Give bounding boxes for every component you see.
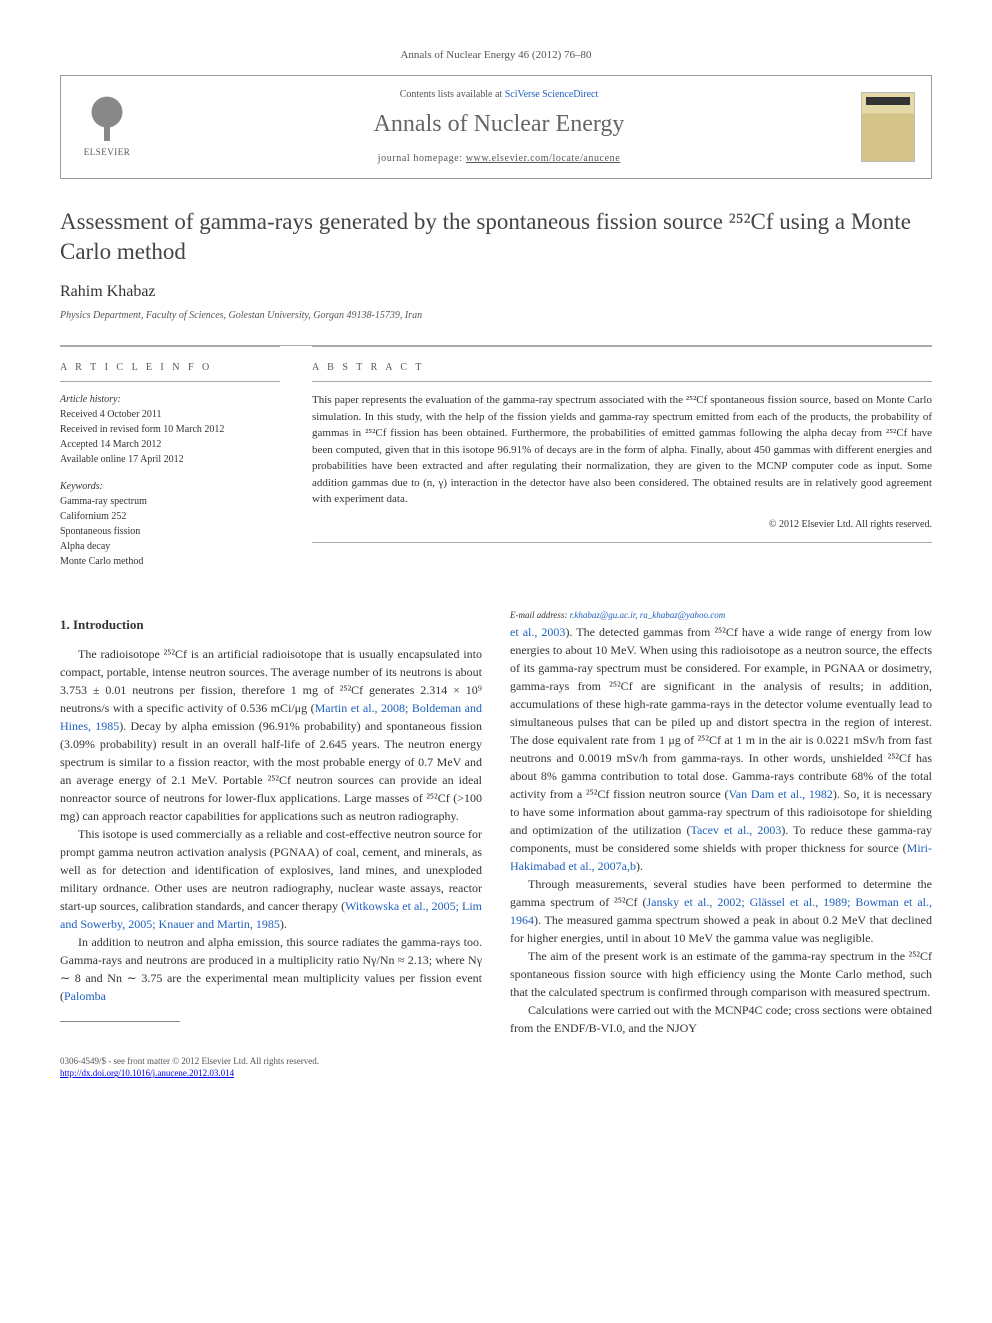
publisher-label: ELSEVIER [77, 146, 137, 159]
journal-homepage-link[interactable]: www.elsevier.com/locate/anucene [466, 153, 621, 164]
sciencedirect-link[interactable]: SciVerse ScienceDirect [505, 89, 599, 100]
journal-homepage-line: journal homepage: www.elsevier.com/locat… [137, 152, 861, 166]
article-info-column: A R T I C L E I N F O Article history: R… [60, 346, 280, 581]
citation-link[interactable]: Tacev et al., 2003 [690, 823, 781, 837]
article-history-label: Article history: [60, 392, 280, 407]
text-run: ). [636, 859, 643, 873]
journal-header: ELSEVIER Contents lists available at Sci… [60, 75, 932, 179]
abstract-copyright: © 2012 Elsevier Ltd. All rights reserved… [312, 518, 932, 543]
text-run: In addition to neutron and alpha emissio… [60, 935, 482, 1003]
top-citation: Annals of Nuclear Energy 46 (2012) 76–80 [60, 48, 932, 63]
email-link[interactable]: r.khabaz@gu.ac.ir, ra_khabaz@yahoo.com [570, 610, 726, 620]
doi-link[interactable]: http://dx.doi.org/10.1016/j.anucene.2012… [60, 1068, 234, 1078]
abstract-column: A B S T R A C T This paper represents th… [312, 346, 932, 581]
body-paragraph: Through measurements, several studies ha… [510, 875, 932, 947]
body-paragraph: In addition to neutron and alpha emissio… [60, 933, 482, 1005]
keyword: Californium 252 [60, 509, 280, 524]
body-paragraph: This isotope is used commercially as a r… [60, 825, 482, 933]
elsevier-logo: ELSEVIER [77, 96, 137, 159]
history-revised: Received in revised form 10 March 2012 [60, 422, 280, 437]
section-1-heading: 1. Introduction [60, 615, 482, 635]
article-info-heading: A R T I C L E I N F O [60, 361, 280, 382]
text-run: ). The measured gamma spectrum showed a … [510, 913, 932, 945]
keyword: Spontaneous fission [60, 524, 280, 539]
keyword: Alpha decay [60, 539, 280, 554]
history-online: Available online 17 April 2012 [60, 452, 280, 467]
text-run: ). The detected gammas from ²⁵²Cf have a… [510, 625, 932, 801]
author-affiliation: Physics Department, Faculty of Sciences,… [60, 309, 932, 323]
corresponding-email-footnote: E-mail address: r.khabaz@gu.ac.ir, ra_kh… [510, 609, 932, 623]
elsevier-tree-icon [84, 96, 130, 142]
citation-link[interactable]: Palomba [64, 989, 106, 1003]
history-received: Received 4 October 2011 [60, 407, 280, 422]
keywords-label: Keywords: [60, 479, 280, 494]
keyword: Gamma-ray spectrum [60, 494, 280, 509]
contents-available-line: Contents lists available at SciVerse Sci… [137, 88, 861, 102]
journal-name: Annals of Nuclear Energy [137, 108, 861, 142]
footnote-label: E-mail address: [510, 610, 570, 620]
body-paragraph: The aim of the present work is an estima… [510, 947, 932, 1001]
text-run: ). [280, 917, 287, 931]
body-paragraph: The radioisotope ²⁵²Cf is an artificial … [60, 645, 482, 825]
text-run: ). Decay by alpha emission (96.91% proba… [60, 719, 482, 823]
journal-cover-thumbnail [861, 92, 915, 162]
abstract-heading: A B S T R A C T [312, 361, 932, 382]
citation-link[interactable]: et al., 2003 [510, 625, 565, 639]
citation-link[interactable]: Van Dam et al., 1982 [728, 787, 832, 801]
footnote-separator [60, 1021, 180, 1022]
article-title: Assessment of gamma-rays generated by th… [60, 207, 932, 267]
history-accepted: Accepted 14 March 2012 [60, 437, 280, 452]
homepage-prefix: journal homepage: [378, 153, 466, 164]
body-paragraph: Calculations were carried out with the M… [510, 1001, 932, 1037]
abstract-text: This paper represents the evaluation of … [312, 392, 932, 508]
body-text: 1. Introduction The radioisotope ²⁵²Cf i… [60, 609, 932, 1037]
page-footer: 0306-4549/$ - see front matter © 2012 El… [60, 1055, 932, 1080]
keyword: Monte Carlo method [60, 554, 280, 569]
author-name: Rahim Khabaz [60, 281, 932, 303]
contents-prefix: Contents lists available at [400, 89, 505, 100]
issn-line: 0306-4549/$ - see front matter © 2012 El… [60, 1055, 932, 1068]
